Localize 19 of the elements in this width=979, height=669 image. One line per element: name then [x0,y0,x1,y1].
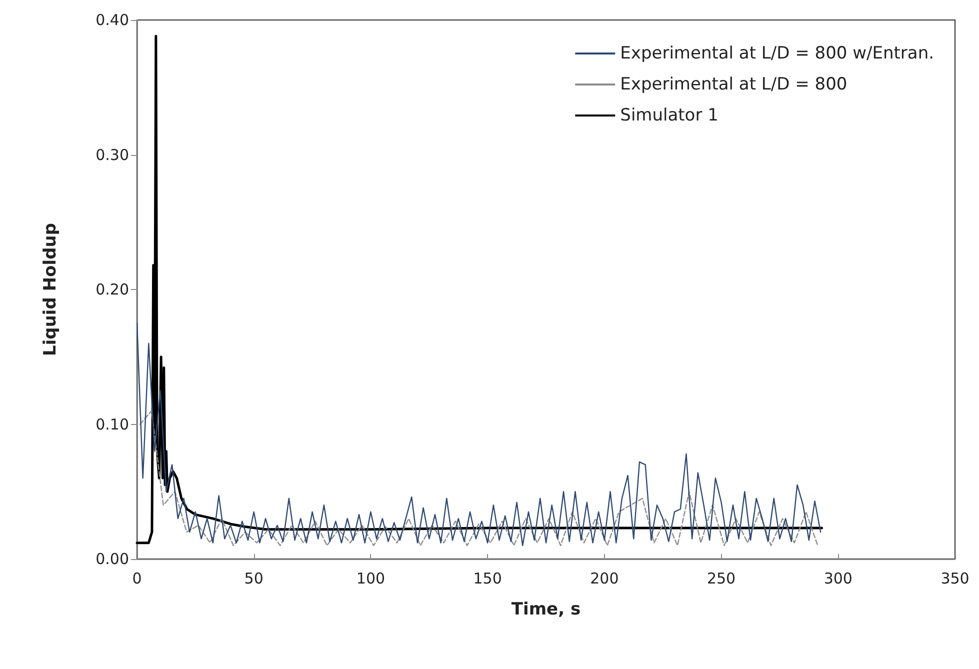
x-tick-label: 200 [590,570,619,588]
x-tick-label: 350 [940,570,970,588]
y-tick-label: 0.30 [96,146,129,164]
y-axis-title: Liquid Holdup [40,222,60,356]
legend-label: Experimental at L/D = 800 w/Entran. [620,44,934,64]
x-tick-label: 0 [132,570,142,588]
x-tick-label: 300 [824,570,852,588]
x-tick-label: 150 [473,570,502,588]
x-axis-title: Time, s [511,600,581,620]
y-tick-label: 0.40 [96,11,129,29]
y-tick-label: 0.20 [96,280,129,298]
x-tick-label: 50 [244,570,264,588]
line-series [136,322,822,546]
x-tick-label: 250 [706,570,736,588]
x-tick-label: 100 [356,570,386,588]
legend-label: Experimental at L/D = 800 [620,74,848,94]
y-tick-label: 0.00 [96,550,129,568]
y-tick-label: 0.10 [96,415,129,434]
legend-label: Simulator 1 [620,106,718,126]
